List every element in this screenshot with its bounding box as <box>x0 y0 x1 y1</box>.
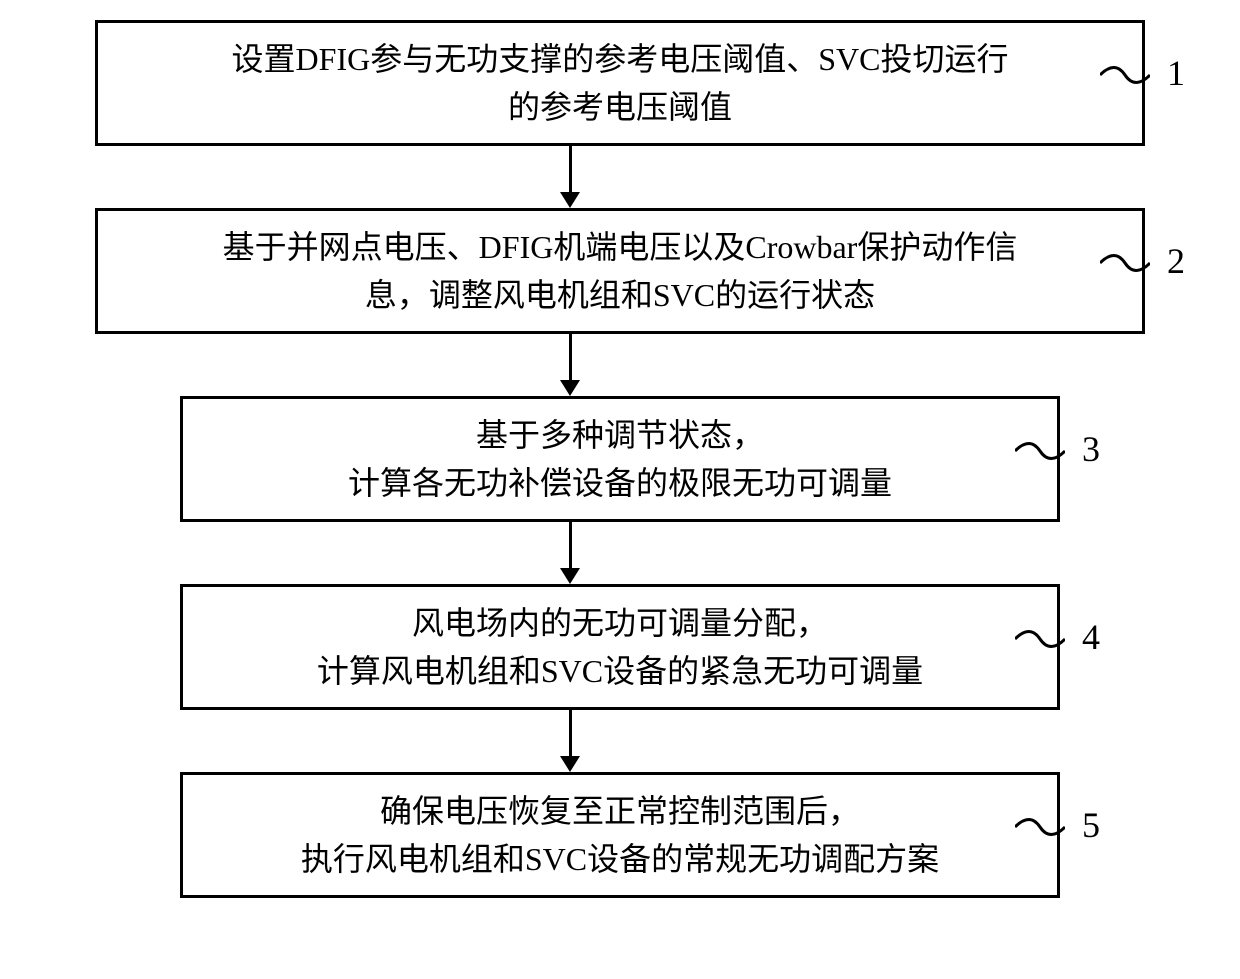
flowchart-container: 设置DFIG参与无功支撑的参考电压阈值、SVC投切运行 的参考电压阈值 1 基于… <box>20 20 1220 898</box>
step-1-label-wrapper: 1 <box>1100 55 1185 104</box>
step-4-label-wrapper: 4 <box>1015 619 1100 668</box>
step-4-label: 4 <box>1082 617 1100 657</box>
step-4-box: 风电场内的无功可调量分配， 计算风电机组和SVC设备的紧急无功可调量 <box>180 584 1060 710</box>
arrow-2-3 <box>560 334 580 396</box>
arrow-line <box>569 146 572 192</box>
step-2-label: 2 <box>1167 241 1185 281</box>
curve-connector-3 <box>1015 431 1065 471</box>
arrow-head-icon <box>560 380 580 396</box>
curve-connector-5 <box>1015 807 1065 847</box>
step-1-box: 设置DFIG参与无功支撑的参考电压阈值、SVC投切运行 的参考电压阈值 <box>95 20 1145 146</box>
arrow-line <box>569 334 572 380</box>
step-2-line1: 基于并网点电压、DFIG机端电压以及Crowbar保护动作信 <box>223 229 1018 265</box>
step-2-label-wrapper: 2 <box>1100 243 1185 292</box>
step-1-row: 设置DFIG参与无功支撑的参考电压阈值、SVC投切运行 的参考电压阈值 1 <box>20 20 1220 146</box>
arrow-head-icon <box>560 568 580 584</box>
step-3-line2: 计算各无功补偿设备的极限无功可调量 <box>348 465 892 501</box>
step-5-line1: 确保电压恢复至正常控制范围后， <box>380 793 860 829</box>
arrow-1-2 <box>560 146 580 208</box>
step-5-label-wrapper: 5 <box>1015 807 1100 856</box>
arrow-head-icon <box>560 192 580 208</box>
step-4-line2: 计算风电机组和SVC设备的紧急无功可调量 <box>317 653 923 689</box>
arrow-3-4 <box>560 522 580 584</box>
step-5-line2: 执行风电机组和SVC设备的常规无功调配方案 <box>301 841 939 877</box>
step-3-line1: 基于多种调节状态， <box>476 417 764 453</box>
arrow-head-icon <box>560 756 580 772</box>
curve-connector-1 <box>1100 55 1150 95</box>
step-3-row: 基于多种调节状态， 计算各无功补偿设备的极限无功可调量 3 <box>20 396 1220 522</box>
step-4-line1: 风电场内的无功可调量分配， <box>412 605 828 641</box>
step-3-box: 基于多种调节状态， 计算各无功补偿设备的极限无功可调量 <box>180 396 1060 522</box>
step-2-row: 基于并网点电压、DFIG机端电压以及Crowbar保护动作信 息，调整风电机组和… <box>20 208 1220 334</box>
step-5-box: 确保电压恢复至正常控制范围后， 执行风电机组和SVC设备的常规无功调配方案 <box>180 772 1060 898</box>
step-1-label: 1 <box>1167 53 1185 93</box>
curve-connector-2 <box>1100 243 1150 283</box>
step-1-line1: 设置DFIG参与无功支撑的参考电压阈值、SVC投切运行 <box>232 41 1009 77</box>
step-5-row: 确保电压恢复至正常控制范围后， 执行风电机组和SVC设备的常规无功调配方案 5 <box>20 772 1220 898</box>
curve-connector-4 <box>1015 619 1065 659</box>
arrow-line <box>569 522 572 568</box>
step-1-line2: 的参考电压阈值 <box>508 89 732 125</box>
step-2-box: 基于并网点电压、DFIG机端电压以及Crowbar保护动作信 息，调整风电机组和… <box>95 208 1145 334</box>
step-4-row: 风电场内的无功可调量分配， 计算风电机组和SVC设备的紧急无功可调量 4 <box>20 584 1220 710</box>
step-3-label: 3 <box>1082 429 1100 469</box>
arrow-4-5 <box>560 710 580 772</box>
arrow-line <box>569 710 572 756</box>
step-2-line2: 息，调整风电机组和SVC的运行状态 <box>365 277 875 313</box>
step-3-label-wrapper: 3 <box>1015 431 1100 480</box>
step-5-label: 5 <box>1082 805 1100 845</box>
